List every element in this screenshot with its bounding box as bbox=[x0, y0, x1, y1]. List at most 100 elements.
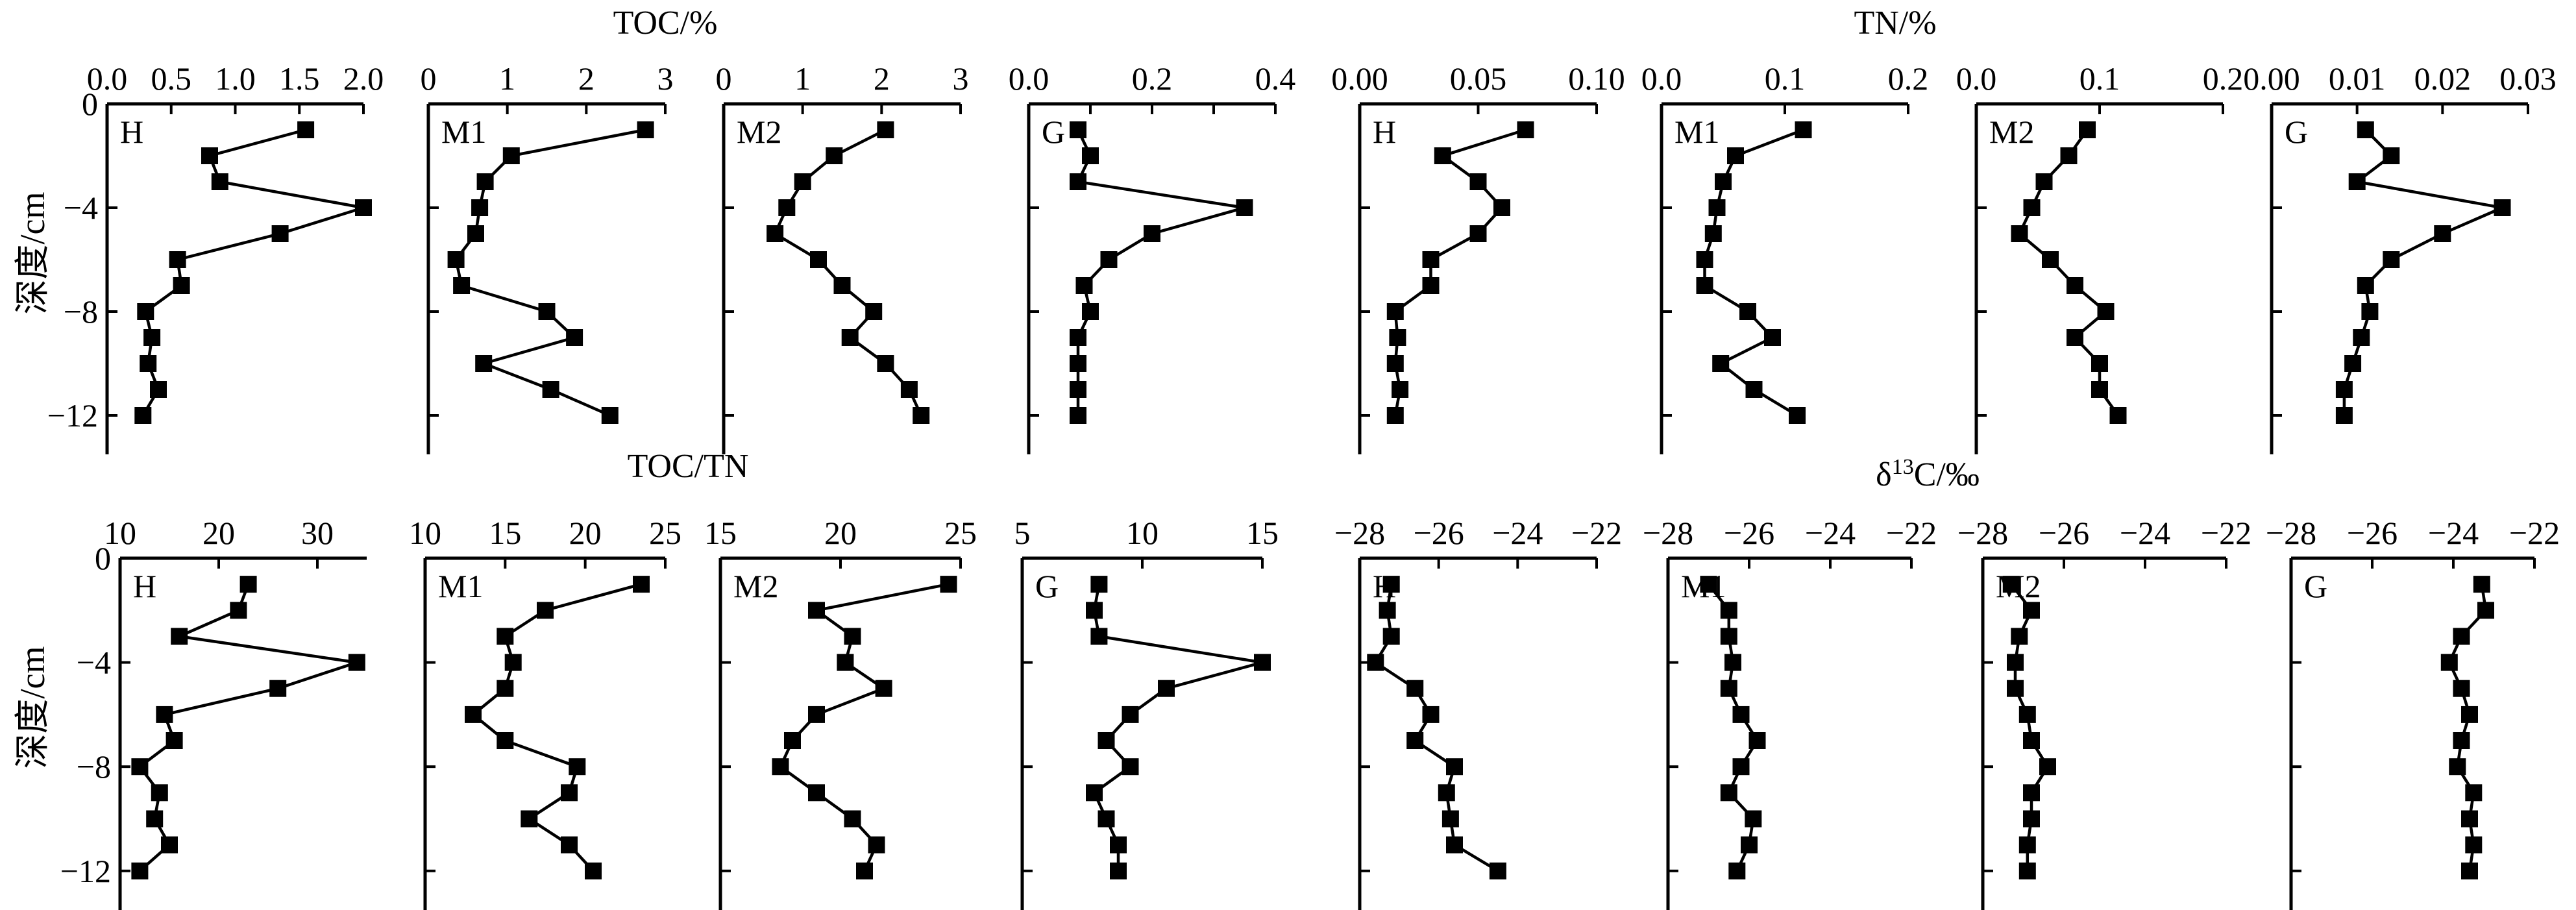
data-point bbox=[2023, 810, 2040, 828]
data-point bbox=[1739, 303, 1756, 320]
data-point bbox=[810, 251, 827, 268]
x-tick-label: −26 bbox=[1724, 515, 1774, 551]
x-tick-label: 10 bbox=[104, 515, 136, 551]
data-point bbox=[1082, 147, 1099, 164]
data-point bbox=[865, 303, 883, 320]
data-point bbox=[2109, 407, 2127, 424]
data-point bbox=[143, 329, 161, 346]
x-tick-label: 1.0 bbox=[215, 60, 256, 97]
series-line bbox=[454, 128, 646, 417]
data-point bbox=[355, 199, 372, 216]
data-point bbox=[569, 758, 586, 776]
data-point bbox=[2434, 225, 2451, 242]
series-line bbox=[773, 128, 923, 416]
data-point bbox=[1070, 381, 1086, 398]
panel-10: 10 15 20 25 M1 bbox=[409, 515, 681, 910]
data-point bbox=[2067, 329, 2083, 346]
x-tick-label: 0.00 bbox=[1331, 60, 1388, 97]
data-point bbox=[504, 654, 522, 671]
data-point bbox=[169, 251, 186, 268]
data-point bbox=[1422, 277, 1440, 294]
data-point bbox=[502, 147, 520, 164]
series-line bbox=[1092, 584, 1263, 871]
panel-label: M2 bbox=[733, 568, 778, 604]
panel-label: M2 bbox=[737, 114, 781, 150]
data-point bbox=[844, 810, 861, 828]
data-point bbox=[2383, 147, 2400, 164]
data-point bbox=[2018, 706, 2036, 723]
data-point bbox=[2023, 199, 2041, 216]
data-point bbox=[1446, 758, 1463, 776]
x-tick-label: 0.0 bbox=[87, 60, 128, 97]
data-point bbox=[297, 121, 315, 138]
data-point bbox=[1110, 862, 1127, 879]
panel-5: 0.00 0.05 0.10 H bbox=[1331, 60, 1625, 454]
x-tick-label: 0.4 bbox=[1255, 60, 1296, 97]
data-point bbox=[497, 680, 514, 697]
data-point bbox=[1389, 329, 1406, 346]
series-line bbox=[1393, 128, 1527, 416]
data-point bbox=[537, 602, 554, 619]
x-tick-label: 25 bbox=[944, 515, 977, 551]
data-point bbox=[1748, 732, 1766, 749]
data-point bbox=[2357, 277, 2374, 294]
x-tick-label: −24 bbox=[1805, 515, 1856, 551]
data-point bbox=[542, 381, 559, 398]
data-point bbox=[131, 758, 149, 776]
panel-label: M1 bbox=[438, 568, 483, 604]
x-tick-label: 2 bbox=[578, 60, 595, 97]
data-point bbox=[1070, 173, 1086, 190]
data-point bbox=[467, 225, 484, 242]
data-point bbox=[601, 407, 619, 424]
panel-8: 0.00 0.01 0.02 0.03 G bbox=[2243, 60, 2557, 454]
x-tick-label: 15 bbox=[704, 515, 737, 551]
data-point bbox=[1732, 758, 1750, 776]
y-tick-label: −4 bbox=[77, 645, 111, 681]
x-tick-label: −22 bbox=[2201, 515, 2251, 551]
x-tick-label: 0 bbox=[421, 60, 437, 97]
group-title-d13c-superscript: 13 bbox=[1892, 455, 1914, 479]
data-point bbox=[633, 576, 650, 593]
data-point bbox=[538, 303, 556, 320]
panel-7: 0.0 0.1 0.2 M2 bbox=[1956, 60, 2244, 454]
data-point bbox=[1122, 758, 1139, 776]
data-point bbox=[2097, 303, 2115, 320]
x-tick-label: 0 bbox=[716, 60, 732, 97]
panel-6: 0.0 0.1 0.2 M1 bbox=[1641, 60, 1928, 454]
data-point bbox=[1090, 576, 1108, 593]
data-point bbox=[1082, 303, 1099, 320]
x-tick-label: 0.2 bbox=[2203, 60, 2244, 97]
data-point bbox=[877, 121, 894, 138]
x-tick-label: 0.05 bbox=[1450, 60, 1507, 97]
x-tick-label: 1 bbox=[499, 60, 515, 97]
data-point bbox=[2453, 680, 2470, 697]
data-point bbox=[808, 602, 825, 619]
data-point bbox=[1720, 602, 1737, 619]
data-point bbox=[1732, 706, 1750, 723]
data-point bbox=[1144, 225, 1160, 242]
panel-label: G bbox=[2285, 114, 2308, 150]
x-tick-label: 0.10 bbox=[1568, 60, 1625, 97]
data-point bbox=[1122, 706, 1139, 723]
data-point bbox=[585, 862, 602, 879]
data-point bbox=[2461, 810, 2478, 828]
data-point bbox=[2023, 784, 2040, 802]
data-point bbox=[913, 407, 930, 424]
data-point bbox=[2018, 836, 2036, 854]
data-point bbox=[1795, 121, 1812, 138]
data-point bbox=[161, 836, 178, 854]
data-point bbox=[1422, 251, 1440, 268]
series-line bbox=[2447, 584, 2488, 872]
data-point bbox=[784, 732, 801, 749]
x-tick-label: 15 bbox=[1246, 515, 1279, 551]
data-point bbox=[497, 732, 514, 749]
panel-label: G bbox=[2304, 568, 2327, 604]
data-point bbox=[2449, 758, 2466, 776]
data-point bbox=[2494, 199, 2511, 216]
data-point bbox=[1086, 784, 1103, 802]
data-point bbox=[151, 784, 168, 802]
data-point bbox=[1070, 121, 1086, 138]
data-point bbox=[2011, 628, 2028, 645]
x-tick-label: 15 bbox=[489, 515, 521, 551]
